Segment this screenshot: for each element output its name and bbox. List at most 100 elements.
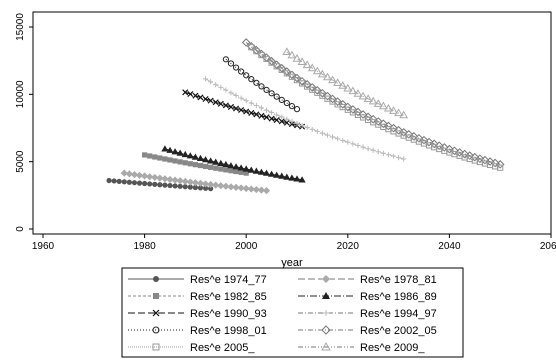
data-point (111, 178, 117, 184)
series-line (205, 78, 404, 160)
data-point (401, 156, 407, 162)
legend-item: Res^e 1982_85 (128, 291, 267, 303)
x-tick-label: 2000 (235, 241, 258, 252)
data-point (319, 130, 325, 136)
x-tick-label: 1980 (133, 241, 156, 252)
data-point (273, 171, 281, 178)
data-point (153, 276, 159, 282)
data-point (228, 90, 234, 96)
data-point (147, 181, 153, 187)
data-point (390, 153, 397, 159)
data-point (182, 160, 188, 166)
data-point (222, 56, 229, 63)
data-point (253, 79, 260, 86)
data-point (157, 182, 163, 188)
data-point (167, 157, 173, 163)
data-point (268, 90, 275, 97)
data-point (274, 112, 280, 118)
data-point (321, 325, 331, 335)
data-point (299, 122, 305, 129)
data-point (238, 106, 245, 114)
data-point (146, 173, 154, 181)
series-layer (106, 38, 505, 195)
data-point (243, 72, 250, 79)
data-point (394, 108, 404, 117)
data-point (131, 180, 138, 186)
data-point (298, 80, 306, 87)
data-point (273, 116, 280, 124)
data-point (288, 103, 296, 110)
data-point (202, 163, 209, 170)
data-point (227, 183, 235, 191)
data-point (142, 180, 148, 187)
data-point (348, 86, 358, 95)
data-point (213, 165, 219, 171)
data-point (252, 185, 260, 194)
data-point (293, 106, 301, 113)
data-point (196, 154, 205, 162)
data-point (212, 158, 220, 165)
series-res-e-1986-89 (161, 145, 306, 183)
data-point (166, 175, 174, 184)
data-point (389, 106, 398, 114)
data-point (202, 95, 209, 103)
data-point (360, 144, 366, 150)
x-tick-label: 2060 (540, 241, 556, 252)
series-res-e-1978-81 (120, 169, 271, 195)
data-point (385, 152, 392, 158)
data-point (355, 142, 361, 149)
data-point (242, 165, 250, 172)
data-point (202, 76, 209, 82)
y-tick-label: 10000 (15, 80, 26, 108)
data-point (171, 148, 179, 155)
legend-label: Res^e 1974_77 (190, 274, 267, 286)
data-point (227, 162, 235, 169)
data-point (273, 93, 280, 100)
data-point (135, 171, 144, 179)
data-point (293, 77, 301, 84)
data-point (324, 132, 331, 138)
data-point (263, 114, 270, 121)
data-point (243, 170, 249, 176)
data-point (253, 111, 260, 118)
data-point (258, 51, 265, 59)
legend: Res^e 1974_77 Res^e 1978_81 Res^e 1982_85 R… (128, 274, 437, 354)
data-point (258, 83, 265, 90)
data-point (212, 99, 219, 106)
data-point (257, 168, 266, 175)
data-point (288, 73, 296, 80)
data-point (217, 159, 225, 166)
data-point (232, 163, 240, 170)
data-point (375, 149, 381, 155)
data-point (191, 179, 199, 187)
data-point (177, 159, 183, 165)
data-point (247, 166, 255, 173)
data-point (186, 178, 194, 186)
data-point (283, 173, 291, 180)
data-point (166, 146, 174, 153)
data-point (252, 167, 260, 174)
data-point (247, 185, 255, 193)
x-tick-label: 2040 (438, 241, 461, 252)
data-point (222, 182, 230, 190)
data-point (262, 187, 271, 195)
data-point (233, 92, 239, 99)
data-point (192, 92, 199, 99)
legend-label: Res^e 2005_ (190, 342, 255, 354)
data-point (187, 161, 193, 167)
data-point (171, 176, 179, 184)
data-point (208, 79, 214, 85)
data-point (192, 162, 198, 168)
series-res-e-1998-01 (222, 56, 301, 113)
data-point (182, 184, 188, 190)
data-point (116, 178, 122, 184)
data-point (289, 118, 295, 124)
data-point (288, 174, 296, 181)
data-point (162, 182, 168, 188)
data-point (238, 68, 245, 75)
series-res-e-1994-97 (202, 76, 407, 162)
data-point (268, 170, 276, 177)
data-point (248, 44, 255, 51)
data-point (399, 110, 409, 119)
